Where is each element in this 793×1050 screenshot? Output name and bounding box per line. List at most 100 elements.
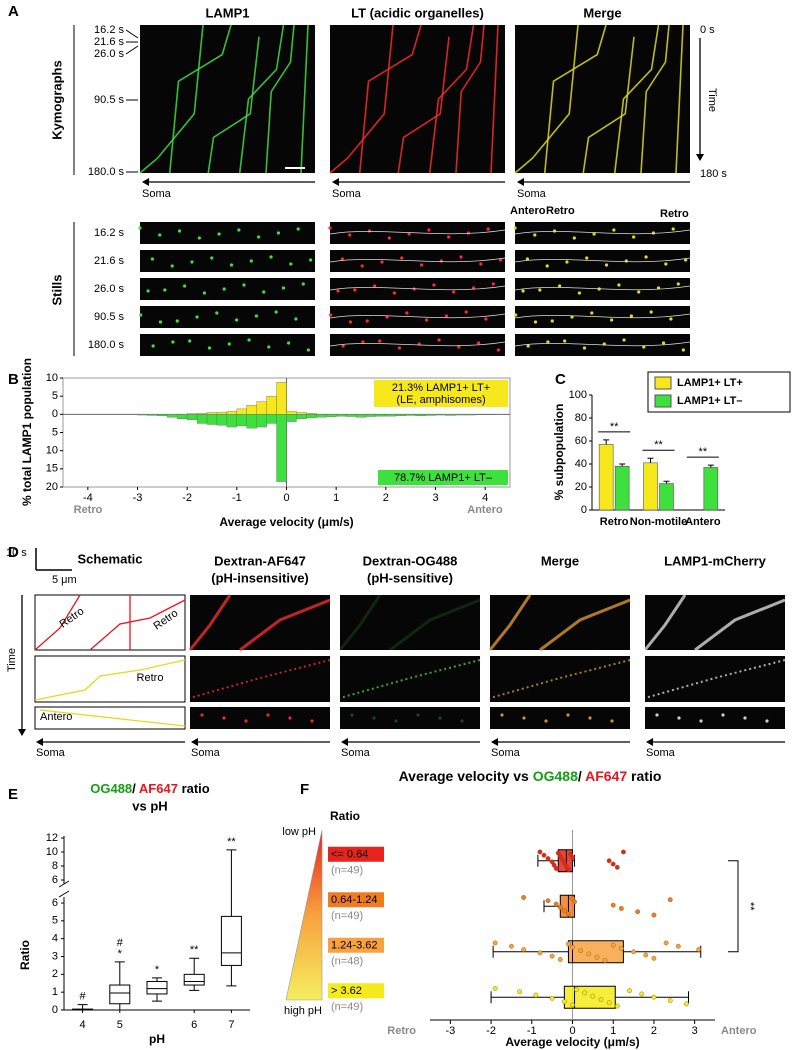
n-label: (n=49) xyxy=(331,865,363,877)
still-dot xyxy=(329,313,333,317)
y-tick-label: 40 xyxy=(575,458,587,470)
title-part: OG488 xyxy=(90,781,132,796)
x-tick-label: 0 xyxy=(283,492,289,504)
still-dot xyxy=(546,340,550,344)
panel-letter: B xyxy=(8,371,19,388)
kymo-track xyxy=(300,24,309,174)
still-dot xyxy=(336,289,340,293)
still-dot xyxy=(681,348,685,352)
still-dot xyxy=(452,290,456,294)
axon-outline xyxy=(514,341,691,347)
still-dot xyxy=(348,320,353,324)
bar xyxy=(659,483,674,511)
legend-box xyxy=(647,371,791,413)
image-dot xyxy=(310,719,314,723)
n-label: (n=49) xyxy=(331,910,363,922)
histogram-bar xyxy=(425,414,436,416)
still-dot xyxy=(669,317,673,321)
x-axis-label: pH xyxy=(149,1032,165,1046)
still-dot xyxy=(437,338,441,342)
image-track xyxy=(539,598,631,652)
y-tick-label: 1 xyxy=(52,986,58,998)
axon-outline xyxy=(329,341,506,347)
axon-outline xyxy=(514,285,691,291)
data-point xyxy=(598,997,604,1002)
data-point xyxy=(614,864,620,870)
subtitle: vs pH xyxy=(132,798,167,813)
still-dot xyxy=(612,228,616,232)
histogram-bar xyxy=(216,414,228,426)
data-point xyxy=(651,912,657,918)
data-point xyxy=(553,866,559,871)
annotation-box xyxy=(374,380,508,407)
box-whisker xyxy=(189,957,200,975)
soma-label: Soma xyxy=(332,188,362,200)
data-point xyxy=(533,992,539,998)
still-dot xyxy=(348,233,352,237)
still-dot xyxy=(190,260,194,264)
histogram-bar xyxy=(246,414,257,429)
still-dot xyxy=(267,345,271,349)
gradient-label: high pH xyxy=(284,1005,322,1017)
y-tick-label: 4 xyxy=(52,933,58,945)
image-dot xyxy=(350,713,354,717)
soma-label: Soma xyxy=(491,747,521,759)
image-frame xyxy=(190,656,330,702)
title-part: AF647 xyxy=(585,768,627,784)
y-tick-label: 60 xyxy=(575,435,587,447)
histogram-bar xyxy=(186,414,198,420)
axon-outline xyxy=(514,229,691,235)
still-dot xyxy=(476,341,481,345)
x-tick-label: 7 xyxy=(228,1019,234,1031)
still-annotation: Antero xyxy=(510,205,546,217)
histogram-bar xyxy=(276,382,287,415)
box-whisker xyxy=(152,993,162,1002)
schematic-label: Antero xyxy=(40,711,72,723)
still-dot xyxy=(513,226,517,230)
column-title: Merge xyxy=(541,553,579,568)
data-point xyxy=(553,901,559,907)
still-time-label: 90.5 s xyxy=(94,311,124,323)
significance: ** xyxy=(699,446,708,458)
data-point xyxy=(549,995,555,1001)
x-tick-label: -2 xyxy=(486,1025,496,1037)
x-tick-label: -2 xyxy=(182,492,192,504)
x-tick-label: 0 xyxy=(569,1025,575,1037)
histogram-bar xyxy=(465,414,476,416)
axon-outline xyxy=(329,257,506,263)
box-whisker xyxy=(114,961,125,986)
still-dot xyxy=(664,262,668,266)
still-frame xyxy=(140,222,315,244)
data-point xyxy=(545,856,551,861)
histogram-bar xyxy=(345,414,357,417)
image-dot xyxy=(500,713,504,717)
x-tick-label: 2 xyxy=(383,492,389,504)
legend-tag xyxy=(328,983,384,999)
histogram-bar xyxy=(236,414,247,427)
column-title: LAMP1 xyxy=(205,5,249,20)
data-point xyxy=(572,899,577,905)
still-dot xyxy=(444,314,448,318)
data-point xyxy=(566,867,571,872)
y-tick-label: 20 xyxy=(46,481,58,493)
image-dot xyxy=(222,716,226,720)
box xyxy=(183,973,205,986)
x-end-label: Antero xyxy=(721,1025,757,1037)
histogram-bar xyxy=(246,405,257,415)
still-dot xyxy=(235,318,239,322)
still-dot xyxy=(215,311,219,315)
still-dot xyxy=(150,257,155,261)
histogram-bar xyxy=(365,414,377,417)
n-label: (n=48) xyxy=(331,956,363,968)
still-dot xyxy=(340,257,345,261)
panel-letter: D xyxy=(8,544,19,561)
still-dot xyxy=(163,288,167,292)
kymo-track xyxy=(397,36,450,174)
data-point xyxy=(492,940,498,946)
still-dot xyxy=(447,235,451,239)
error-bar xyxy=(619,463,626,467)
still-frame xyxy=(140,278,315,300)
image-track xyxy=(694,598,786,652)
still-dot xyxy=(360,264,364,268)
kymo-track xyxy=(139,24,204,174)
